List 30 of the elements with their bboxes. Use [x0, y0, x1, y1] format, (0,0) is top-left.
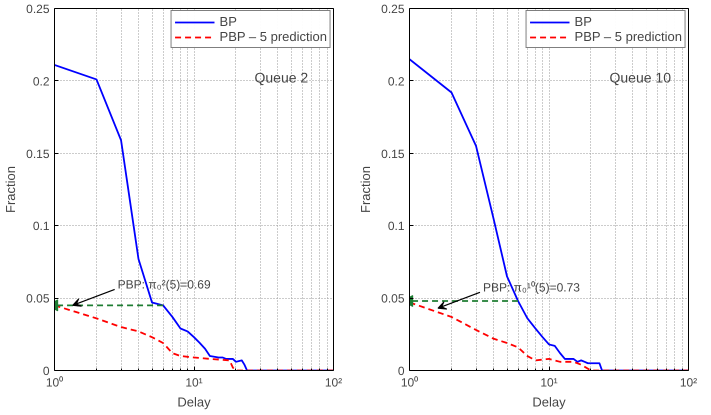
y-tick-label: 0.25	[381, 2, 405, 16]
y-tick-label: 0	[398, 364, 405, 378]
x-tick-label: 10⁰	[46, 376, 64, 390]
annotation: Queue 2	[254, 70, 308, 86]
x-tick-label: 10⁰	[400, 376, 418, 390]
annotation: PBP: π₀¹⁰(5)=0.73	[482, 280, 580, 294]
x-tick-label: 10²	[324, 376, 342, 390]
x-tick-label: 10¹	[185, 376, 203, 390]
y-tick-label: 0.2	[32, 74, 50, 88]
y-tick-label: 0.1	[388, 219, 405, 234]
legend-label: BP	[220, 14, 238, 29]
y-tick-label: 0.05	[381, 292, 405, 306]
annotation: Queue 10	[610, 70, 672, 86]
legend-label: PBP – 5 prediction	[574, 29, 682, 44]
x-tick-label: 10¹	[540, 376, 558, 390]
x-tick-label: 10²	[680, 376, 698, 390]
y-axis-title: Fraction	[358, 166, 374, 213]
y-tick-label: 0.05	[26, 292, 50, 306]
y-tick-label: 0.1	[32, 219, 50, 234]
y-tick-label: 0.15	[381, 146, 405, 161]
legend-label: BP	[574, 14, 593, 29]
x-axis-title: Delay	[532, 394, 566, 410]
y-tick-label: 0.15	[26, 146, 50, 161]
y-tick-label: 0.2	[388, 74, 405, 88]
legend-label: PBP – 5 prediction	[220, 29, 327, 44]
y-axis-title: Fraction	[3, 166, 18, 213]
y-tick-label: 0	[42, 364, 50, 378]
y-tick-label: 0.25	[26, 2, 50, 16]
x-axis-title: Delay	[177, 394, 212, 410]
annotation: PBP: π₀²(5)=0.69	[118, 277, 211, 292]
